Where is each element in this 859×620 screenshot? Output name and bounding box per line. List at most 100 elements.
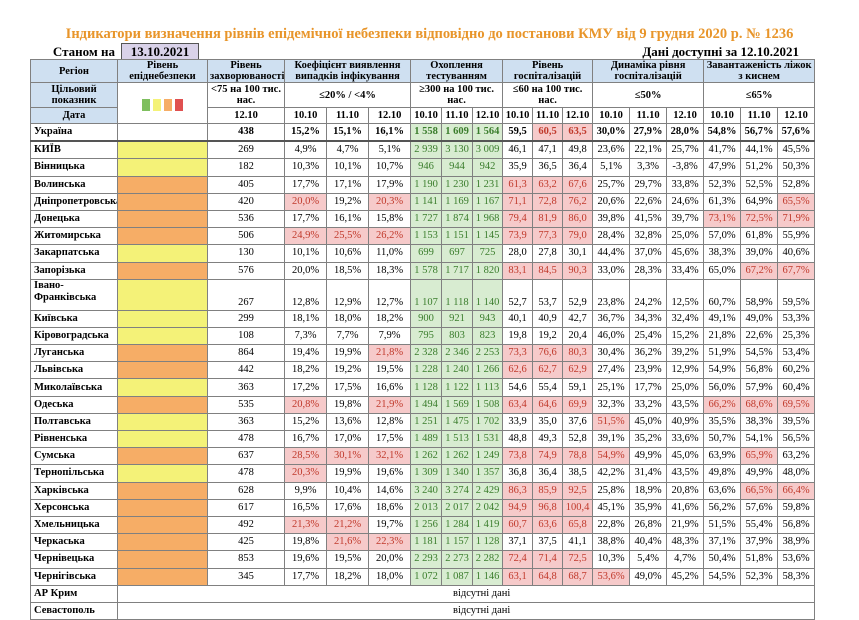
- hospitalization-value: 69,9: [562, 395, 594, 414]
- detection-value: 21,8%: [367, 344, 412, 363]
- hosp-dynamics-value: 44,4%: [592, 244, 631, 263]
- hosp-dynamics-value: 34,3%: [629, 309, 668, 328]
- region-name: Київська: [30, 309, 118, 328]
- region-name: Запорізька: [30, 261, 118, 280]
- testing-value: 900: [410, 309, 443, 328]
- danger-level-cell: [117, 140, 208, 160]
- oxygen-beds-value: 54,1%: [740, 429, 779, 449]
- hosp-dynamics-value: 28,3%: [629, 261, 668, 280]
- oxygen-beds-value: 56,0%: [703, 378, 742, 397]
- region-name: Миколаївська: [30, 378, 118, 397]
- hosp-dynamics-value: 25,7%: [666, 140, 705, 160]
- table-row: Одеська 535 20,8% 19,8% 21,9% 1 494 1 569 1 508…: [30, 395, 816, 414]
- danger-level-cell: [117, 515, 208, 535]
- region-name: Львівська: [30, 361, 118, 380]
- hospitalization-value: 46,1: [502, 140, 534, 160]
- hospitalization-value: 36,4: [532, 464, 564, 483]
- detection-value: 13,6%: [326, 412, 369, 432]
- hosp-dynamics-value: 4,7%: [666, 550, 705, 569]
- testing-value: 1 240: [441, 361, 474, 380]
- detection-value: 4,9%: [284, 140, 327, 160]
- danger-level-cell: [117, 326, 208, 346]
- hospitalization-value: 84,5: [532, 261, 564, 280]
- region-name: Україна: [30, 123, 118, 143]
- oxygen-beds-value: 56,7%: [740, 123, 779, 143]
- hosp-dynamics-value: 22,8%: [592, 515, 631, 535]
- incidence-value: 535: [207, 395, 285, 414]
- oxygen-beds-value: 47,9%: [703, 158, 742, 177]
- danger-level-cell: [117, 395, 208, 414]
- oxygen-beds-value: 51,8%: [740, 550, 779, 569]
- testing-value: 2 017: [441, 498, 474, 517]
- region-name: АР Крим: [30, 584, 118, 603]
- hospitalization-value: 85,9: [532, 481, 564, 500]
- hospitalization-value: 36,5: [532, 158, 564, 177]
- hospitalization-value: 48,8: [502, 429, 534, 449]
- hospitalization-value: 86,0: [562, 209, 594, 229]
- testing-value: 3 009: [472, 140, 504, 160]
- testing-value: 1 107: [410, 278, 443, 311]
- detection-value: 17,2%: [284, 378, 327, 397]
- hosp-dynamics-value: 45,1%: [592, 498, 631, 517]
- hospitalization-value: 47,1: [532, 140, 564, 160]
- hosp-dynamics-value: 39,7%: [666, 209, 705, 229]
- oxygen-beds-value: 66,2%: [703, 395, 742, 414]
- hosp-dynamics-value: 15,2%: [666, 326, 705, 346]
- hospitalization-value: 63,5: [562, 123, 594, 143]
- table-row: КИЇВ 269 4,9% 4,7% 5,1% 2 939 3 130 3 009 46,1 47…: [30, 140, 816, 160]
- hosp-dynamics-value: 24,2%: [629, 278, 668, 311]
- detection-value: 19,2%: [326, 361, 369, 380]
- oxygen-beds-value: 50,3%: [777, 158, 816, 177]
- testing-value: 1 181: [410, 533, 443, 552]
- hospitalization-value: 49,3: [532, 429, 564, 449]
- detection-value: 16,1%: [326, 209, 369, 229]
- detection-value: 15,2%: [284, 412, 327, 432]
- hospitalization-value: 53,7: [532, 278, 564, 311]
- region-name: Сумська: [30, 447, 118, 466]
- detection-value: 12,9%: [326, 278, 369, 311]
- detection-value: 20,8%: [284, 395, 327, 414]
- oxygen-beds-value: 54,9%: [703, 361, 742, 380]
- hosp-dynamics-value: 29,7%: [629, 175, 668, 194]
- hospitalization-value: 86,3: [502, 481, 534, 500]
- testing-value: 2 042: [472, 498, 504, 517]
- detection-value: 12,8%: [284, 278, 327, 311]
- oxygen-beds-value: 37,1%: [703, 533, 742, 552]
- oxygen-beds-value: 60,2%: [777, 361, 816, 380]
- detection-value: 10,7%: [367, 158, 412, 177]
- testing-value: 1 140: [472, 278, 504, 311]
- hosp-dynamics-value: 43,5%: [666, 395, 705, 414]
- hospitalization-value: 77,3: [532, 227, 564, 246]
- oxygen-beds-value: 71,9%: [777, 209, 816, 229]
- oxygen-beds-value: 53,6%: [777, 550, 816, 569]
- hospitalization-value: 55,4: [532, 378, 564, 397]
- oxygen-beds-value: 55,4%: [740, 515, 779, 535]
- oxygen-beds-value: 53,3%: [777, 309, 816, 328]
- hosp-dynamics-value: 5,4%: [629, 550, 668, 569]
- region-name: КИЇВ: [30, 140, 118, 160]
- hosp-dynamics-value: 30,0%: [592, 123, 631, 143]
- danger-level-cell: [117, 261, 208, 280]
- hospitalization-value: 79,4: [502, 209, 534, 229]
- hosp-dynamics-value: 48,3%: [666, 533, 705, 552]
- oxygen-beds-value: 63,9%: [703, 447, 742, 466]
- testing-value: 823: [472, 326, 504, 346]
- incidence-value: 576: [207, 261, 285, 280]
- oxygen-beds-value: 54,8%: [703, 123, 742, 143]
- testing-value: 2 253: [472, 344, 504, 363]
- legend-swatch-yellow: [153, 98, 161, 111]
- oxygen-beds-value: 59,8%: [777, 498, 816, 517]
- danger-level-cell: [117, 244, 208, 263]
- hosp-dynamics-value: 53,6%: [592, 567, 631, 586]
- testing-value: 1 309: [410, 464, 443, 483]
- detection-value: 12,8%: [367, 412, 412, 432]
- testing-value: 1 145: [472, 227, 504, 246]
- detection-value: 32,1%: [367, 447, 412, 466]
- date-oxy-2: 11.10: [740, 107, 779, 124]
- detection-value: 17,6%: [326, 498, 369, 517]
- testing-value: 1 256: [410, 515, 443, 535]
- danger-level-cell: [117, 481, 208, 500]
- oxygen-beds-value: 60,7%: [703, 278, 742, 311]
- detection-value: 15,2%: [284, 123, 327, 143]
- table-row: Рівненська 478 16,7% 17,0% 17,5% 1 489 1 513 1 …: [30, 429, 816, 449]
